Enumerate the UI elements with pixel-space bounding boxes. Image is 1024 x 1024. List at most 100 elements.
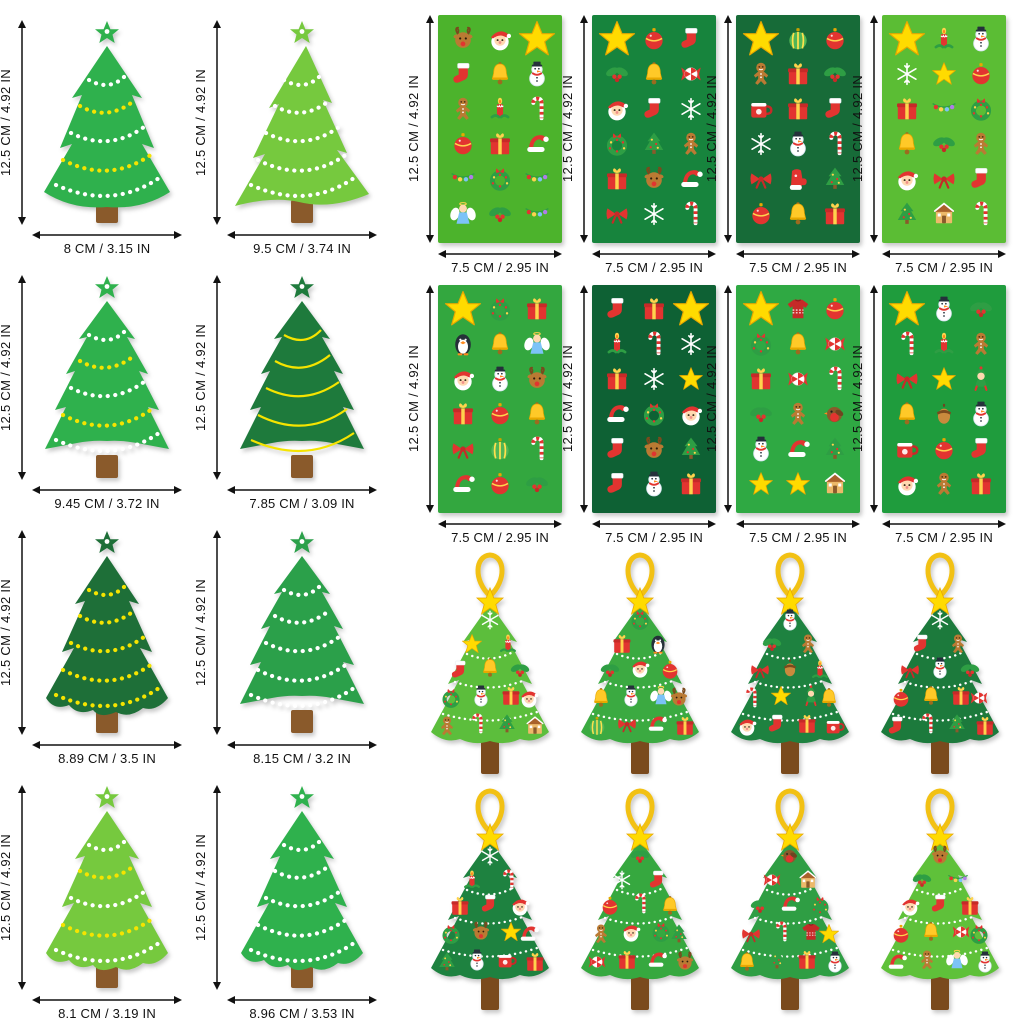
width-dimension-label: 9.5 CM / 3.74 IN [253,241,351,256]
height-dimension-label: 12.5 CM / 4.92 IN [704,75,719,183]
width-arrow [736,250,860,258]
height-arrow [426,15,434,243]
height-dimension-label: 12.5 CM / 4.92 IN [850,345,865,453]
plain-tree-graphic [46,786,168,988]
decorated-tree-item [881,552,999,774]
sticker-snowman-icon [623,685,639,707]
height-arrow [213,275,221,480]
width-dimension-label: 8.89 CM / 3.5 IN [58,751,156,766]
tree-body [431,840,549,980]
decorated-tree-item [431,788,549,1010]
height-dimension-label: 12.5 CM / 4.92 IN [560,75,575,183]
plain-tree-graphic [235,21,369,223]
height-dimension-label: 12.5 CM / 4.92 IN [850,75,865,183]
height-dimension-label: 12.5 CM / 4.92 IN [193,324,208,431]
tree-trunk [631,736,649,774]
height-dimension-label: 12.5 CM / 4.92 IN [406,345,421,453]
sticker-sheet-graphic [736,15,860,243]
tree-trunk [781,736,799,774]
width-dimension-label: 8.15 CM / 3.2 IN [253,751,351,766]
height-arrow [18,530,26,735]
sticker-snowman-icon [789,131,807,157]
tree-topper-star [925,822,955,851]
width-arrow [882,520,1006,528]
plain-tree-graphic [46,531,168,733]
sticker-snowman-icon [752,436,770,462]
height-arrow [426,285,434,513]
tree-body [881,840,999,980]
sticker-snowman-icon [977,951,993,973]
width-arrow [438,520,562,528]
width-dimension-label: 7.5 CM / 2.95 IN [605,530,703,545]
height-arrow [870,285,878,513]
height-arrow [870,15,878,243]
sticker-snowman-icon [473,685,489,707]
plain-tree-graphic [240,276,364,478]
width-arrow [32,996,182,1004]
height-arrow [724,15,732,243]
sticker-snowman-icon [935,296,953,322]
sticker-sheet-graphic [736,285,860,513]
decorated-tree-item [731,788,849,1010]
height-dimension-label: 12.5 CM / 4.92 IN [560,345,575,453]
width-dimension-label: 8.1 CM / 3.19 IN [58,1006,156,1021]
width-arrow [32,741,182,749]
width-dimension-label: 8 CM / 3.15 IN [63,241,151,256]
height-dimension-label: 12.5 CM / 4.92 IN [0,579,13,686]
sticker-sheet-graphic [438,15,562,243]
height-arrow [213,20,221,225]
plain-tree-graphic [44,21,170,223]
hanging-ribbon [625,788,655,835]
width-arrow [32,486,182,494]
width-arrow [736,520,860,528]
hanging-ribbon [625,552,655,599]
tree-trunk [481,736,499,774]
width-arrow [227,741,377,749]
sticker-snowman-icon [645,471,663,497]
decorated-tree-item [581,788,699,1010]
height-dimension-label: 12.5 CM / 4.92 IN [704,345,719,453]
plain-tree-graphic [45,276,169,478]
decorated-tree-item [581,552,699,774]
height-arrow [18,275,26,480]
tree-trunk [931,736,949,774]
hanging-ribbon [775,788,805,835]
sticker-snowman-icon [827,951,843,973]
width-arrow [227,486,377,494]
height-arrow [18,20,26,225]
tree-topper-star [775,822,805,851]
sticker-snowman-icon [972,26,990,52]
height-dimension-label: 12.5 CM / 4.92 IN [0,324,13,431]
hanging-ribbon [925,788,955,835]
tree-topper-star [625,586,655,615]
tree-topper-star [475,822,505,851]
sticker-sheet-graphic [592,15,716,243]
hanging-ribbon [475,788,505,835]
height-arrow [213,785,221,990]
hanging-ribbon [475,552,505,599]
sticker-snowman-icon [469,949,485,971]
width-arrow [32,231,182,239]
height-arrow [580,15,588,243]
width-dimension-label: 7.5 CM / 2.95 IN [605,260,703,275]
sticker-snowman-icon [782,609,798,631]
height-dimension-label: 12.5 CM / 4.92 IN [0,834,13,941]
height-arrow [18,785,26,990]
tree-topper-star [625,822,655,851]
sticker-sheet-graphic [882,15,1006,243]
height-dimension-label: 12.5 CM / 4.92 IN [193,69,208,176]
width-dimension-label: 7.5 CM / 2.95 IN [749,530,847,545]
sticker-snowman-icon [528,61,546,87]
tree-topper-star [475,586,505,615]
height-dimension-label: 12.5 CM / 4.92 IN [0,69,13,176]
width-arrow [592,250,716,258]
width-arrow [227,996,377,1004]
width-dimension-label: 7.5 CM / 2.95 IN [749,260,847,275]
height-dimension-label: 12.5 CM / 4.92 IN [193,579,208,686]
width-arrow [592,520,716,528]
height-arrow [724,285,732,513]
tree-trunk [931,972,949,1010]
sticker-snowman-icon [972,401,990,427]
width-dimension-label: 9.45 CM / 3.72 IN [54,496,160,511]
